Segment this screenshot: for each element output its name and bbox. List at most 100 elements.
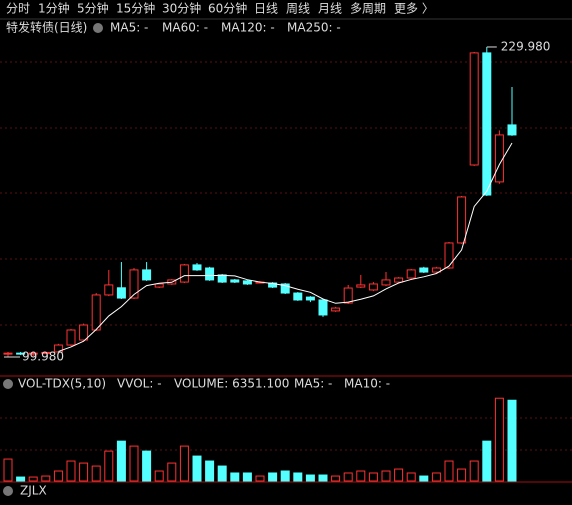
candle-body xyxy=(356,284,366,288)
volume-bar xyxy=(268,472,278,482)
legend-item: MA120: - xyxy=(221,21,275,35)
volume-bar xyxy=(381,470,391,482)
legend-item: MA5: - xyxy=(110,21,148,35)
dropdown-icon[interactable] xyxy=(3,379,13,389)
candle-body xyxy=(142,269,152,281)
tab[interactable]: 30分钟 xyxy=(162,1,201,16)
tab[interactable]: 月线 xyxy=(318,2,342,16)
volume-bar xyxy=(16,476,26,482)
volume-bar xyxy=(331,475,341,482)
candle-body xyxy=(482,52,492,196)
volume-bar xyxy=(91,465,101,482)
candle-body xyxy=(331,307,341,312)
volume-bar xyxy=(192,455,202,482)
candle-body xyxy=(394,277,404,283)
volume-bar xyxy=(293,472,303,482)
grid xyxy=(0,61,572,451)
candle-body xyxy=(469,52,479,166)
candle-body xyxy=(192,264,202,271)
volume-bar xyxy=(217,465,227,482)
legend-item: MA5: - xyxy=(294,377,332,391)
volume-bar xyxy=(469,460,479,482)
volume-bar xyxy=(280,470,290,482)
volume-bar xyxy=(116,440,126,482)
candle-body xyxy=(205,267,215,281)
tab[interactable]: 1分钟 xyxy=(38,1,70,16)
legend-item: MA250: - xyxy=(287,21,341,35)
legend-item: VVOL: - xyxy=(117,377,162,391)
volume-bar xyxy=(482,440,492,482)
candle-body xyxy=(129,269,139,299)
candle-body xyxy=(381,279,391,286)
candle-body xyxy=(343,287,353,304)
legend-item: MA60: - xyxy=(162,21,208,35)
candle-body xyxy=(419,267,429,273)
indicator-title[interactable]: ZJLX xyxy=(20,484,47,498)
volume-bar xyxy=(494,397,504,482)
volume-bar xyxy=(104,450,114,482)
candle-body xyxy=(3,352,13,355)
dropdown-icon[interactable] xyxy=(3,486,13,496)
volume-bar xyxy=(406,472,416,482)
annotation-label: 99.980 xyxy=(22,349,64,363)
volume-bar xyxy=(66,460,76,482)
candle-body xyxy=(507,124,517,136)
candle-body xyxy=(116,287,126,299)
volume-bar xyxy=(368,472,378,482)
volume-bar xyxy=(28,476,38,482)
legend-item: MA10: - xyxy=(344,377,390,391)
candle-body xyxy=(305,296,315,301)
candle-body xyxy=(242,280,252,285)
volume-bar xyxy=(356,470,366,482)
tab[interactable]: 分时 xyxy=(6,2,30,16)
annotation-label: 229.980 xyxy=(501,39,551,53)
candle-body xyxy=(53,344,63,353)
volume-bar xyxy=(154,470,164,482)
volume-bar xyxy=(507,399,517,482)
volume-bar xyxy=(457,468,467,482)
volume-bar xyxy=(230,472,240,482)
volume-bar xyxy=(205,460,215,482)
volume-bar xyxy=(179,445,189,482)
volume-bar xyxy=(305,474,315,482)
tab[interactable]: 多周期 xyxy=(350,2,386,16)
volume-bar xyxy=(129,445,139,482)
candle-body xyxy=(28,352,38,355)
candle-body xyxy=(444,242,454,269)
candle-body xyxy=(494,134,504,183)
candle-body xyxy=(179,264,189,283)
tab[interactable]: 日线 xyxy=(254,2,278,16)
volume-bar xyxy=(431,472,441,482)
volume-bar xyxy=(318,474,328,482)
candle-body xyxy=(66,329,76,346)
dropdown-icon[interactable] xyxy=(93,23,103,33)
candle-body xyxy=(368,283,378,291)
candle-body xyxy=(431,267,441,273)
candle-body xyxy=(16,352,26,355)
volume-bar xyxy=(79,462,89,482)
candle-body xyxy=(91,294,101,331)
tab[interactable]: 5分钟 xyxy=(77,1,109,16)
candle-body xyxy=(293,292,303,301)
volume-bar xyxy=(444,460,454,482)
tab[interactable]: 更多 〉 xyxy=(394,2,434,16)
candle-body xyxy=(79,324,89,341)
tab[interactable]: 15分钟 xyxy=(116,1,155,16)
volume-bar xyxy=(419,475,429,482)
candle-body xyxy=(318,299,328,316)
tab[interactable]: 周线 xyxy=(286,2,310,16)
candle-body xyxy=(41,351,51,354)
candle-body xyxy=(457,196,467,244)
volume-bar xyxy=(41,475,51,482)
tab[interactable]: 60分钟 xyxy=(208,1,247,16)
ma5-line xyxy=(58,142,513,352)
candle-body xyxy=(104,284,114,296)
legend-item: VOLUME: 6351.100 xyxy=(174,377,289,391)
volume-bar xyxy=(242,472,252,482)
volume-bar xyxy=(255,475,265,482)
candle-body xyxy=(280,283,290,294)
candle-body xyxy=(230,279,240,283)
volume-bar xyxy=(343,472,353,482)
chart-title: 特发转债(日线) xyxy=(6,20,87,35)
